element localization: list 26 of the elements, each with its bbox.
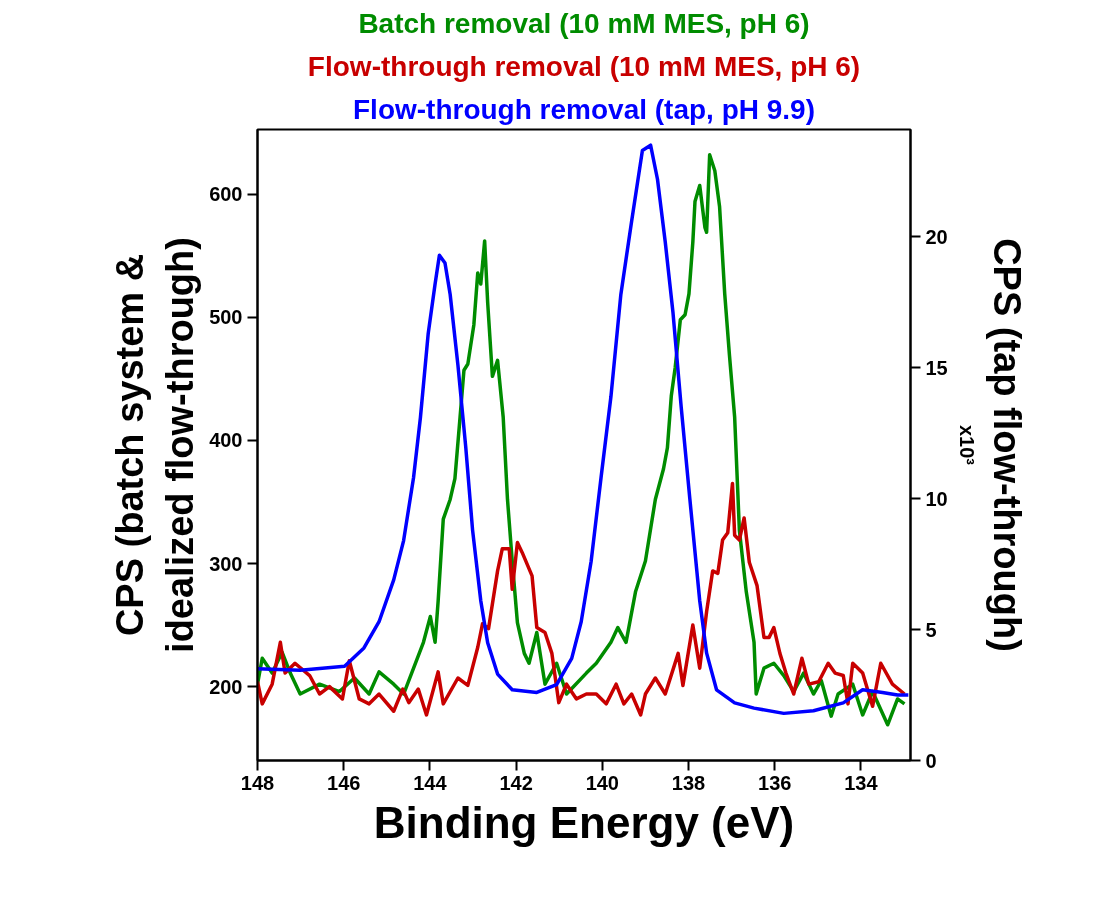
x-tick-label: 148: [240, 771, 275, 794]
text: x10³: [955, 424, 978, 466]
x-tick-label: 140: [585, 771, 620, 794]
y2-tick-label: 20: [925, 225, 948, 248]
x-tick-label: 138: [671, 771, 706, 794]
y-tick-label: 600: [209, 183, 243, 206]
x-tick-label: 134: [844, 771, 879, 794]
y2-tick-label: 10: [925, 487, 948, 510]
text: Batch removal (10 mM MES, pH 6): [358, 7, 810, 39]
y2-tick-label: 15: [925, 356, 948, 379]
x-axis-title: Binding Energy (eV): [373, 797, 795, 847]
x-tick-label: 136: [758, 771, 792, 794]
y-tick-label: 200: [209, 675, 243, 698]
y2-tick-label: 5: [925, 618, 937, 641]
x-tick-label: 144: [413, 771, 448, 794]
x-tick-label: 146: [327, 771, 361, 794]
y-tick-label: 500: [209, 306, 243, 329]
y2-axis-title: CPS (tap flow-through): [985, 238, 1028, 652]
x-tick-label: 142: [499, 771, 533, 794]
y-tick-label: 400: [209, 429, 243, 452]
line-series: [257, 481, 907, 717]
y-tick-label: 300: [209, 552, 243, 575]
text: Flow-through removal (tap, pH 9.9): [352, 93, 816, 125]
text: Flow-through removal (10 mM MES, pH 6): [307, 50, 861, 82]
y2-tick-label: 0: [925, 749, 937, 772]
y-axis-title: CPS (batch system & idealized flow-through): [108, 237, 202, 653]
